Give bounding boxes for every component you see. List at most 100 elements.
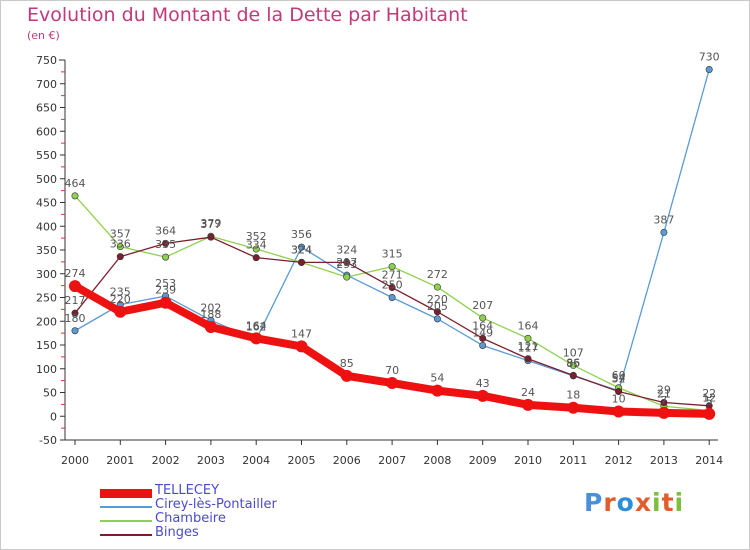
brand-letter: o [616, 488, 635, 517]
data-point [388, 284, 396, 292]
data-label: 117 [518, 342, 539, 355]
data-label: 107 [563, 346, 584, 359]
y-tick-label: 300 [36, 268, 57, 281]
data-label: 235 [110, 286, 131, 299]
data-point [71, 327, 79, 335]
x-tick-label: 2002 [152, 454, 180, 467]
y-tick-label: 550 [36, 149, 57, 162]
data-point [433, 283, 441, 291]
data-label: 5 [706, 395, 713, 408]
data-point [69, 280, 81, 293]
data-label: 356 [291, 228, 312, 241]
y-tick-label: 600 [36, 125, 57, 138]
chart-series [69, 66, 716, 420]
data-label: 220 [427, 293, 448, 306]
data-label: 121 [518, 340, 539, 353]
data-point [250, 332, 263, 345]
x-tick-label: 2010 [514, 454, 542, 467]
data-point [522, 398, 534, 411]
data-label: 324 [291, 243, 312, 256]
data-label: 188 [200, 308, 221, 321]
legend-swatch [100, 488, 152, 498]
data-label: 60 [612, 369, 626, 382]
data-point [343, 273, 351, 281]
x-tick-label: 2005 [288, 454, 316, 467]
data-label: 315 [382, 248, 403, 261]
data-label: 164 [518, 319, 539, 332]
y-tick-label: -50 [39, 434, 57, 447]
legend-label: Cirey-lès-Pontailler [155, 497, 277, 512]
data-point [162, 253, 170, 261]
data-label: 379 [200, 217, 221, 230]
data-label: 85 [566, 357, 580, 370]
data-label: 21 [657, 387, 671, 400]
data-label: 202 [200, 301, 221, 314]
x-tick-label: 2000 [61, 454, 89, 467]
chart-data-labels: 180 235 253 202 162 356 297 250 205 149 117 85 54 387… [65, 51, 720, 408]
data-label: 364 [155, 224, 176, 237]
data-point [703, 407, 716, 420]
data-point [524, 334, 532, 342]
brand-letter: r [603, 488, 617, 517]
brand-letter: t [661, 488, 675, 517]
data-label: 324 [291, 243, 312, 256]
data-point [569, 361, 577, 369]
data-label: 54 [430, 372, 444, 385]
y-tick-label: 500 [36, 173, 57, 186]
data-label: 43 [476, 377, 490, 390]
y-tick-label: 400 [36, 220, 57, 233]
data-label: 297 [336, 256, 357, 269]
data-point [252, 254, 260, 262]
data-point [612, 405, 625, 418]
data-label: 180 [65, 312, 86, 325]
y-tick-label: 750 [36, 54, 57, 67]
data-label: 352 [246, 230, 267, 243]
data-label: 274 [65, 267, 86, 280]
y-tick-label: 0 [50, 410, 57, 423]
data-point [657, 406, 670, 419]
y-tick-label: 250 [36, 292, 57, 305]
data-label: 324 [336, 243, 357, 256]
data-point [476, 389, 489, 402]
data-point [297, 258, 305, 266]
data-point [431, 384, 444, 397]
legend-label: TELLECEY [155, 483, 220, 498]
data-label: 164 [472, 319, 493, 332]
x-tick-label: 2013 [650, 454, 678, 467]
data-label: 24 [521, 386, 535, 399]
data-point [295, 340, 308, 353]
data-label: 70 [385, 364, 399, 377]
data-label: 85 [340, 357, 354, 370]
data-point [204, 320, 217, 333]
legend-label: Chambeire [155, 511, 226, 526]
data-label: 54 [612, 372, 626, 385]
y-tick-label: 700 [36, 78, 57, 91]
x-tick-label: 2001 [106, 454, 134, 467]
brand-letter: i [652, 488, 662, 517]
x-tick-label: 2014 [695, 454, 723, 467]
data-label: 207 [472, 299, 493, 312]
data-label: 147 [291, 327, 312, 340]
data-label: 336 [110, 238, 131, 251]
data-point [479, 334, 487, 342]
data-point [705, 66, 713, 74]
data-point [660, 228, 668, 236]
y-tick-label: 200 [36, 315, 57, 328]
data-label: 250 [382, 279, 403, 292]
data-point [479, 314, 487, 322]
data-point [116, 253, 124, 261]
data-label: 7 [660, 394, 667, 407]
data-label: 220 [110, 293, 131, 306]
brand-letter: P [584, 488, 604, 517]
data-label: 217 [65, 294, 86, 307]
data-label: 149 [472, 326, 493, 339]
x-tick-label: 2003 [197, 454, 225, 467]
chart-title: Evolution du Montant de la Dette par Hab… [27, 4, 468, 26]
data-label: 334 [246, 239, 267, 252]
y-tick-label: 150 [36, 339, 57, 352]
data-label: 164 [246, 319, 267, 332]
x-tick-label: 2004 [242, 454, 270, 467]
data-point [479, 341, 487, 349]
data-label: 12 [702, 392, 716, 405]
